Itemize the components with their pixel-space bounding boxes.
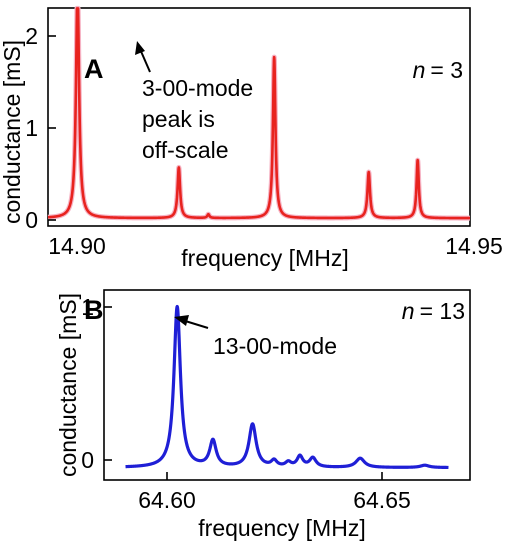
panel-b-y-axis-label: conductance [mS] bbox=[55, 293, 81, 477]
panel-b: 0 1 64.60 64.65 frequency [MHz] conducta… bbox=[55, 289, 471, 541]
panel-a-annotation-line: 3-00-mode bbox=[142, 75, 253, 101]
panel-b-series-line bbox=[124, 304, 450, 470]
panel-a-ytick-label: 0 bbox=[25, 207, 38, 233]
panel-a: 0 1 2 14.90 14.95 frequency [MHz] conduc… bbox=[0, 5, 503, 271]
panel-b-x-axis-label: frequency [MHz] bbox=[198, 515, 365, 541]
panel-b-annotation-arrow bbox=[174, 315, 209, 329]
panel-a-annotation-arrow bbox=[135, 41, 151, 73]
panel-a-x-axis-label: frequency [MHz] bbox=[181, 245, 348, 271]
panel-a-n-value: = 3 bbox=[430, 57, 463, 83]
panel-a-letter: A bbox=[84, 54, 104, 84]
panel-a-series-group bbox=[45, 5, 473, 221]
panel-a-series-halo bbox=[45, 5, 473, 221]
panel-a-n-symbol: n bbox=[413, 57, 426, 83]
panel-a-y-axis-label: conductance [mS] bbox=[0, 40, 25, 224]
panel-b-ytick-label: 0 bbox=[81, 447, 94, 473]
panel-a-frame bbox=[47, 7, 471, 227]
panel-a-ytick-label: 2 bbox=[25, 23, 38, 49]
panel-a-series-line bbox=[47, 7, 471, 220]
panel-b-ytick-label: 1 bbox=[81, 294, 94, 320]
panel-b-letter: B bbox=[84, 295, 104, 325]
panel-b-frame bbox=[103, 289, 471, 481]
panel-a-xtick-label: 14.90 bbox=[48, 233, 106, 259]
panel-a-xtick-label: 14.95 bbox=[445, 233, 503, 259]
panel-b-xtick-label: 64.60 bbox=[138, 487, 196, 513]
panel-b-n-value: = 13 bbox=[420, 298, 465, 324]
panel-b-annotation-line: 13-00-mode bbox=[213, 333, 337, 359]
panel-a-n-label: n = 3 bbox=[413, 57, 463, 83]
panel-b-n-label: n = 13 bbox=[402, 298, 465, 324]
panel-b-n-symbol: n bbox=[402, 298, 415, 324]
panel-b-series-group bbox=[124, 304, 450, 470]
panel-a-annotation-line: peak is bbox=[142, 106, 215, 132]
panel-a-ytick-label: 1 bbox=[25, 115, 38, 141]
panel-a-annotation-line: off-scale bbox=[142, 137, 229, 163]
panel-b-xtick-label: 64.65 bbox=[353, 487, 411, 513]
